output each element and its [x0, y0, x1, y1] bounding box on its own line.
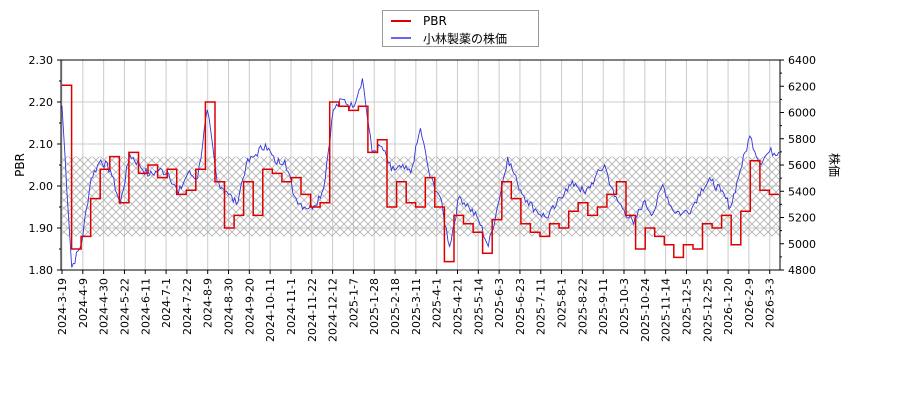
x-tick-label: 2024-11-22	[306, 278, 319, 342]
right-tick-label: 4800	[788, 264, 816, 277]
x-tick-label: 2024-11-1	[285, 278, 298, 335]
x-tick-label: 2025-2-18	[389, 278, 402, 335]
x-tick-label: 2026-3-3	[764, 278, 777, 328]
right-tick-label: 5400	[788, 185, 816, 198]
left-tick-label: 1.80	[29, 264, 54, 277]
legend-label-pbr: PBR	[423, 14, 447, 28]
x-tick-label: 2025-1-7	[347, 278, 360, 328]
x-tick-label: 2024-7-22	[181, 278, 194, 335]
legend-entry-pbr: PBR	[383, 13, 447, 29]
x-tick-label: 2024-10-11	[264, 278, 277, 342]
right-tick-label: 5200	[788, 212, 816, 225]
x-tick-label: 2025-1-28	[368, 278, 381, 335]
x-tick-label: 2024-9-20	[243, 278, 256, 335]
x-tick-label: 2024-4-9	[77, 278, 90, 328]
x-tick-label: 2024-12-12	[327, 278, 340, 342]
legend-label-price: 小林製薬の株価	[423, 31, 508, 46]
left-axis-title: PBR	[13, 153, 27, 177]
x-tick-label: 2025-6-23	[514, 278, 527, 335]
x-tick-label: 2024-5-22	[118, 278, 131, 335]
pbr-series-line	[62, 84, 779, 263]
right-y-axis: 4800 5000 5200 5400 5600 5800 6000 6200 6400	[780, 54, 816, 277]
x-axis: 2024-3-19 2024-4-9 2024-4-30 2024-5-22 2024-…	[56, 270, 777, 342]
x-tick-label: 2025-8-22	[576, 278, 589, 335]
x-tick-label: 2025-10-24	[639, 278, 652, 342]
left-tick-label: 2.30	[29, 54, 54, 67]
x-tick-label: 2025-12-5	[680, 278, 693, 335]
x-tick-label: 2024-7-1	[160, 278, 173, 328]
right-tick-label: 6400	[788, 54, 816, 67]
x-tick-label: 2024-3-19	[56, 278, 69, 335]
x-tick-label: 2025-9-11	[597, 278, 610, 335]
x-tick-label: 2024-6-11	[139, 278, 152, 335]
legend-swatch-pbr-icon	[391, 20, 411, 22]
x-tick-label: 2024-8-30	[223, 278, 236, 335]
x-tick-label: 2025-4-21	[451, 278, 464, 335]
left-tick-label: 2.10	[29, 138, 54, 151]
x-tick-label: 2026-2-9	[743, 278, 756, 328]
x-tick-label: 2025-10-3	[618, 278, 631, 335]
left-y-axis: 1.80 1.90 2.00 2.10 2.20 2.30	[29, 54, 61, 277]
right-axis-title: 株価	[827, 153, 842, 177]
left-tick-label: 1.90	[29, 222, 54, 235]
left-tick-label: 2.20	[29, 96, 54, 109]
right-tick-label: 6200	[788, 80, 816, 93]
legend-entry-price: 小林製薬の株価	[383, 30, 507, 46]
x-tick-label: 2026-1-20	[722, 278, 735, 335]
x-tick-label: 2025-11-14	[660, 278, 673, 342]
x-tick-label: 2025-12-25	[701, 278, 714, 342]
x-tick-label: 2025-4-1	[431, 278, 444, 328]
left-tick-label: 2.00	[29, 180, 54, 193]
x-tick-label: 2024-8-9	[202, 278, 215, 328]
chart-legend: PBR 小林製薬の株価	[382, 10, 539, 47]
right-tick-label: 5000	[788, 238, 816, 251]
x-tick-label: 2024-4-30	[98, 278, 111, 335]
right-tick-label: 5800	[788, 133, 816, 146]
legend-swatch-price-icon	[391, 37, 411, 39]
x-tick-label: 2025-3-11	[410, 278, 423, 335]
right-tick-label: 6000	[788, 107, 816, 120]
x-tick-label: 2025-8-1	[556, 278, 569, 328]
right-tick-label: 5600	[788, 159, 816, 172]
price-series-line	[61, 78, 780, 268]
x-tick-label: 2025-6-3	[493, 278, 506, 328]
x-tick-label: 2025-5-14	[472, 278, 485, 335]
hatched-range-band	[61, 156, 780, 237]
x-tick-label: 2025-7-11	[535, 278, 548, 335]
